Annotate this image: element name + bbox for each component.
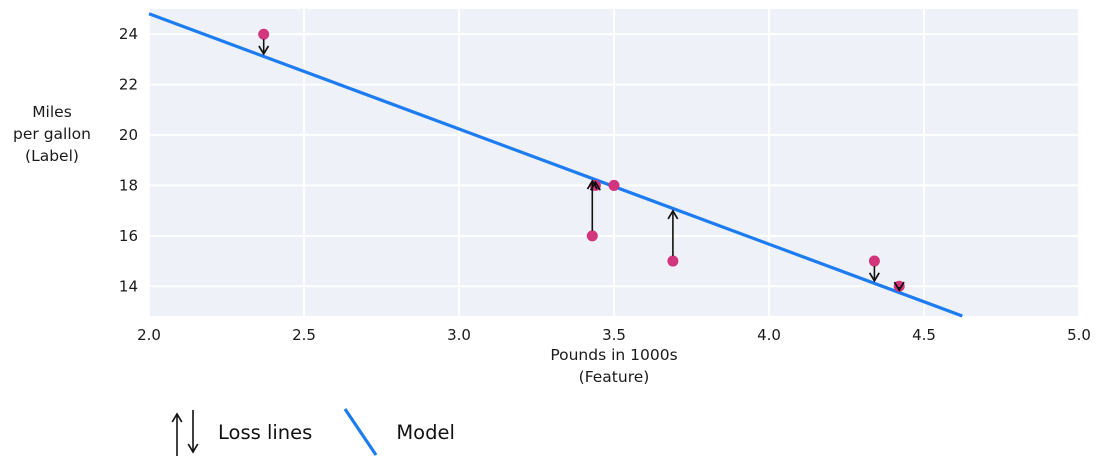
x-tick-labels: 2.0 2.5 3.0 3.5 4.0 4.5 5.0 [137, 326, 1091, 344]
model-line-group [148, 12, 963, 318]
x-tick-label: 5.0 [1067, 326, 1091, 344]
data-point [868, 255, 880, 267]
loss-arrows-icon [171, 410, 199, 456]
data-point [586, 230, 598, 242]
y-tick-label: 20 [119, 126, 138, 144]
x-axis-label: Pounds in 1000s (Feature) [550, 346, 677, 386]
y-axis-label-line: (Label) [25, 147, 79, 165]
chart: 2.0 2.5 3.0 3.5 4.0 4.5 5.0 14 16 18 20 22 24 Pound… [13, 9, 1091, 386]
y-tick-label: 16 [119, 227, 138, 245]
loss-arrows [258, 39, 905, 292]
legend-label-model: Model [396, 420, 455, 444]
model-line [148, 12, 963, 318]
legend-item-model: Model [338, 403, 455, 461]
y-tick-label: 24 [119, 25, 138, 43]
data-point [258, 28, 270, 40]
data-point [893, 280, 905, 292]
legend-model-line [344, 408, 378, 456]
x-axis-label-line: (Feature) [579, 368, 650, 386]
y-axis-label-line: Miles [32, 103, 72, 121]
data-point [667, 255, 679, 267]
legend-item-loss-lines: Loss lines [166, 403, 312, 461]
y-tick-label: 14 [119, 277, 138, 295]
y-tick-labels: 14 16 18 20 22 24 [119, 25, 138, 295]
x-tick-label: 3.0 [447, 326, 471, 344]
y-tick-label: 22 [119, 76, 138, 94]
y-axis-label-line: per gallon [13, 125, 91, 143]
x-tick-label: 2.5 [292, 326, 316, 344]
legend-label-loss-lines: Loss lines [218, 420, 313, 444]
x-axis-label-line: Pounds in 1000s [550, 346, 677, 364]
x-tick-label: 4.0 [757, 326, 781, 344]
y-tick-label: 18 [119, 176, 138, 194]
legend: Loss lines Model [166, 403, 455, 461]
model-line-icon [344, 408, 378, 456]
data-point [608, 179, 620, 191]
y-axis-label: Miles per gallon (Label) [13, 103, 91, 165]
x-tick-label: 3.5 [602, 326, 626, 344]
x-tick-label: 2.0 [137, 326, 161, 344]
x-tick-label: 4.5 [912, 326, 936, 344]
